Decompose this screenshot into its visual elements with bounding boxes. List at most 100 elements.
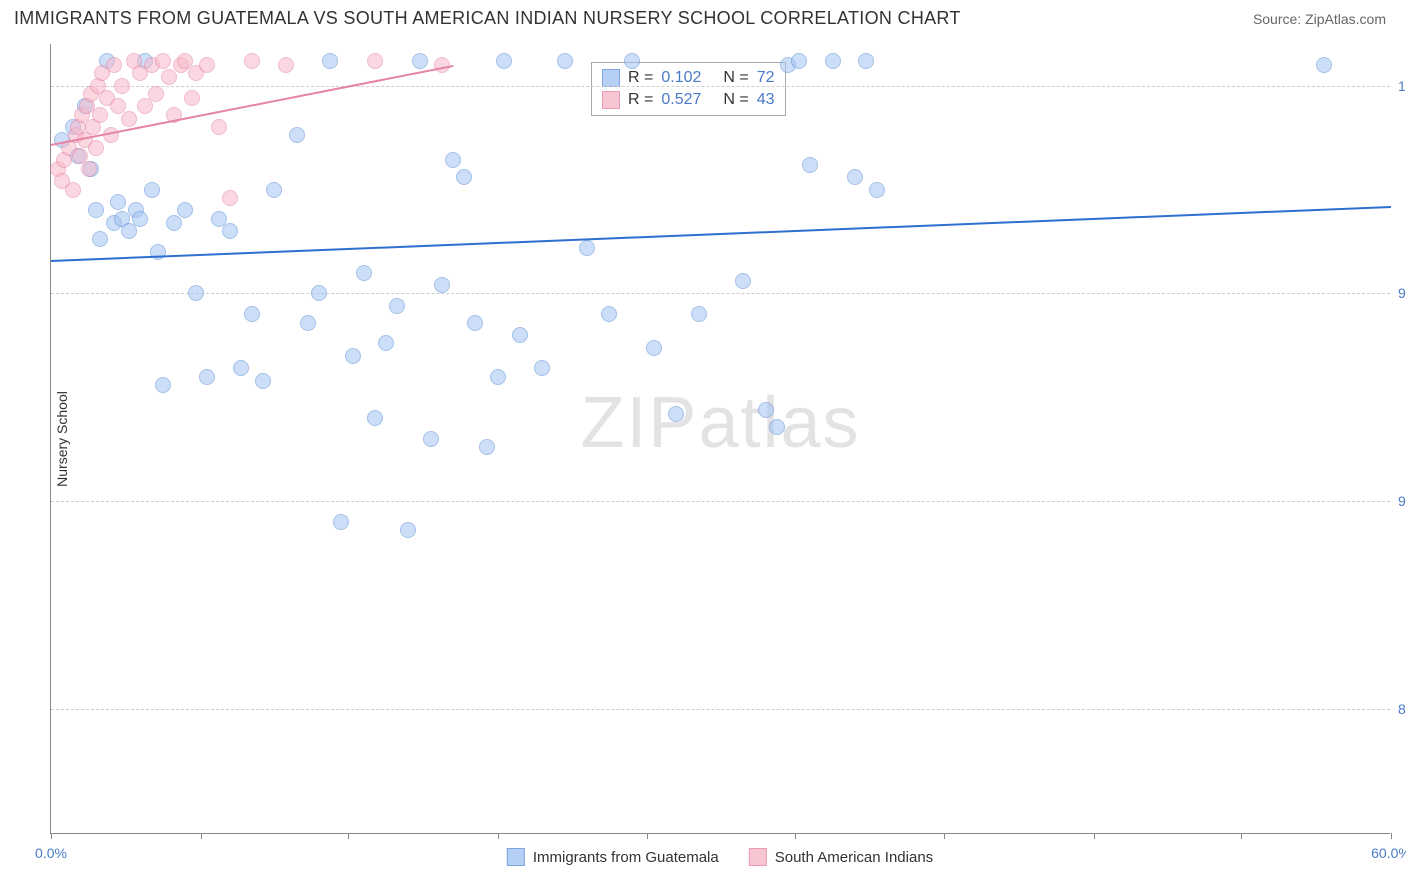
data-point xyxy=(758,402,774,418)
data-point xyxy=(92,231,108,247)
data-point xyxy=(646,340,662,356)
x-tick xyxy=(51,833,52,839)
data-point xyxy=(144,182,160,198)
legend-r-value: 0.102 xyxy=(661,69,701,87)
x-tick xyxy=(1391,833,1392,839)
gridline xyxy=(51,501,1390,502)
data-point xyxy=(311,285,327,301)
data-point xyxy=(266,182,282,198)
x-tick xyxy=(498,833,499,839)
x-tick xyxy=(1241,833,1242,839)
legend-n-label: N = xyxy=(723,91,748,109)
plot-area: ZIPatlas R = 0.102N = 72R = 0.527N = 43 … xyxy=(50,44,1390,834)
legend-swatch xyxy=(507,848,525,866)
data-point xyxy=(65,182,81,198)
data-point xyxy=(668,406,684,422)
data-point xyxy=(255,373,271,389)
series-legend: Immigrants from Guatemala South American … xyxy=(507,848,933,866)
data-point xyxy=(847,169,863,185)
data-point xyxy=(244,53,260,69)
data-point xyxy=(825,53,841,69)
gridline xyxy=(51,709,1390,710)
data-point xyxy=(114,78,130,94)
data-point xyxy=(155,53,171,69)
data-point xyxy=(869,182,885,198)
data-point xyxy=(467,315,483,331)
data-point xyxy=(88,140,104,156)
chart-container: Nursery School ZIPatlas R = 0.102N = 72R… xyxy=(50,44,1390,834)
x-tick-label: 60.0% xyxy=(1371,845,1406,861)
data-point xyxy=(166,215,182,231)
data-point xyxy=(132,211,148,227)
data-point xyxy=(534,360,550,376)
x-tick xyxy=(647,833,648,839)
data-point xyxy=(434,57,450,73)
data-point xyxy=(222,223,238,239)
x-tick xyxy=(201,833,202,839)
data-point xyxy=(490,369,506,385)
data-point xyxy=(345,348,361,364)
data-point xyxy=(92,107,108,123)
legend-r-value: 0.527 xyxy=(661,91,701,109)
legend-label: South American Indians xyxy=(775,849,933,866)
data-point xyxy=(148,86,164,102)
data-point xyxy=(199,57,215,73)
data-point xyxy=(177,202,193,218)
data-point xyxy=(356,265,372,281)
data-point xyxy=(445,152,461,168)
data-point xyxy=(106,57,122,73)
data-point xyxy=(222,190,238,206)
data-point xyxy=(184,90,200,106)
watermark: ZIPatlas xyxy=(580,382,860,464)
y-tick-label: 85.0% xyxy=(1398,701,1406,717)
data-point xyxy=(278,57,294,73)
x-tick-label: 0.0% xyxy=(35,845,67,861)
chart-title: IMMIGRANTS FROM GUATEMALA VS SOUTH AMERI… xyxy=(14,8,961,29)
data-point xyxy=(512,327,528,343)
trend-line xyxy=(51,206,1391,262)
y-tick-label: 100.0% xyxy=(1398,78,1406,94)
legend-swatch xyxy=(602,91,620,109)
chart-source: Source: ZipAtlas.com xyxy=(1253,11,1386,27)
data-point xyxy=(1316,57,1332,73)
data-point xyxy=(769,419,785,435)
legend-swatch xyxy=(602,69,620,87)
data-point xyxy=(400,522,416,538)
data-point xyxy=(802,157,818,173)
data-point xyxy=(199,369,215,385)
data-point xyxy=(333,514,349,530)
data-point xyxy=(579,240,595,256)
data-point xyxy=(367,53,383,69)
data-point xyxy=(211,119,227,135)
legend-r-label: R = xyxy=(628,91,653,109)
data-point xyxy=(378,335,394,351)
legend-n-value: 43 xyxy=(757,91,775,109)
data-point xyxy=(858,53,874,69)
data-point xyxy=(155,377,171,393)
data-point xyxy=(244,306,260,322)
data-point xyxy=(121,223,137,239)
data-point xyxy=(791,53,807,69)
data-point xyxy=(557,53,573,69)
data-point xyxy=(322,53,338,69)
data-point xyxy=(121,111,137,127)
data-point xyxy=(110,194,126,210)
data-point xyxy=(423,431,439,447)
y-tick-label: 95.0% xyxy=(1398,285,1406,301)
data-point xyxy=(691,306,707,322)
data-point xyxy=(735,273,751,289)
x-tick xyxy=(348,833,349,839)
data-point xyxy=(479,439,495,455)
data-point xyxy=(601,306,617,322)
legend-item: Immigrants from Guatemala xyxy=(507,848,719,866)
data-point xyxy=(161,69,177,85)
legend-swatch xyxy=(749,848,767,866)
legend-n-label: N = xyxy=(723,69,748,87)
data-point xyxy=(434,277,450,293)
data-point xyxy=(389,298,405,314)
data-point xyxy=(367,410,383,426)
data-point xyxy=(289,127,305,143)
legend-n-value: 72 xyxy=(757,69,775,87)
legend-row: R = 0.527 N = 43 xyxy=(602,89,775,111)
gridline xyxy=(51,293,1390,294)
